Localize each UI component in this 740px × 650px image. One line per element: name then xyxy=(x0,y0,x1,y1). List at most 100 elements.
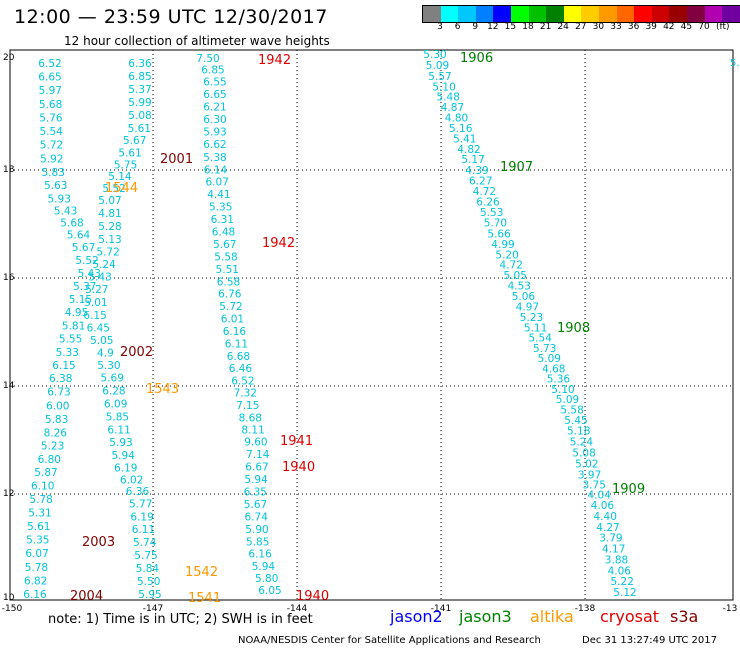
wave-height-value: 6.46 xyxy=(229,363,253,375)
wave-height-value: 5.52 xyxy=(102,183,125,195)
scale-label: 45 xyxy=(680,22,693,32)
wave-height-value: 6.36 xyxy=(126,486,150,498)
wave-height-value: 5.08 xyxy=(572,448,595,460)
scale-label: 6 xyxy=(454,22,461,32)
satellite-pass-label: 2004 xyxy=(70,589,103,604)
wave-height-value: 5.72 xyxy=(40,140,63,152)
wave-height-value: 6.82 xyxy=(24,575,47,587)
x-axis-tick-label: -147 xyxy=(143,604,163,614)
wave-height-value: 8.26 xyxy=(44,427,68,439)
wave-height-value: 5.64 xyxy=(67,229,91,241)
edge-value-clipped: 5. xyxy=(730,58,740,69)
wave-height-value: 6.14 xyxy=(204,164,228,176)
wave-height-value: 5.61 xyxy=(27,521,50,533)
wave-height-value: 5.41 xyxy=(453,133,476,145)
scale-swatch xyxy=(440,6,459,22)
wave-height-value: 6.65 xyxy=(203,89,226,101)
wave-height-value: 6.10 xyxy=(31,480,54,492)
wave-height-value: 5.43 xyxy=(78,268,101,280)
y-axis-tick-label: 18 xyxy=(3,165,15,175)
wave-height-value: 5.15 xyxy=(69,294,92,306)
scale-swatch xyxy=(651,6,670,22)
wave-height-value: 6.74 xyxy=(245,512,269,524)
wave-height-value: 5.54 xyxy=(529,333,553,345)
satellite-pass-label: 1906 xyxy=(460,51,493,66)
y-axis-tick-label: 14 xyxy=(3,381,15,391)
scale-swatch xyxy=(669,6,687,22)
wave-height-value: 6.07 xyxy=(206,177,229,189)
wave-height-value: 5.17 xyxy=(461,154,484,166)
legend-altika: altika xyxy=(530,607,574,626)
wave-height-value: 9.60 xyxy=(244,437,267,449)
wave-height-value: 5.67 xyxy=(123,135,146,147)
wave-height-value: 5.38 xyxy=(203,152,226,164)
wave-height-value: 5.20 xyxy=(495,249,518,261)
map-frame xyxy=(9,49,734,601)
wave-height-value: 6.00 xyxy=(46,400,69,412)
wave-height-value: 5.23 xyxy=(520,312,543,324)
wave-height-value: 5.87 xyxy=(34,467,57,479)
wave-height-value: 4.72 xyxy=(500,260,523,272)
wave-height-value: 7.32 xyxy=(234,388,257,400)
x-axis-tick-label: -138 xyxy=(575,604,596,614)
wave-height-value: 5.35 xyxy=(209,202,232,214)
wave-height-value: 5.37 xyxy=(128,84,151,96)
wave-height-value: 5.57 xyxy=(428,71,451,83)
satellite-pass-label: 1543 xyxy=(146,382,179,397)
wave-height-value: 6.67 xyxy=(245,462,268,474)
wave-height-value: 5.08 xyxy=(128,110,151,122)
scale-label: 36 xyxy=(627,22,640,32)
wave-height-value: 4.06 xyxy=(608,565,632,577)
wave-height-value: 5.18 xyxy=(567,426,590,438)
wave-height-value: 4.04 xyxy=(588,490,612,502)
wave-height-value: 6.11 xyxy=(132,524,155,536)
wave-height-value: 6.21 xyxy=(203,102,226,114)
x-axis-tick-label: -13 xyxy=(723,604,738,614)
wave-height-value: 6.11 xyxy=(107,424,130,436)
satellite-pass-label: 1942 xyxy=(258,53,291,68)
satellite-pass-label: 1541 xyxy=(188,591,221,606)
scale-swatch xyxy=(510,6,529,22)
wave-height-value: 5.99 xyxy=(128,97,151,109)
legend-cryosat: cryosat xyxy=(600,607,660,626)
wave-height-value: 6.31 xyxy=(211,214,234,226)
wave-height-value: 5.33 xyxy=(56,347,79,359)
satellite-pass-label: 1542 xyxy=(185,565,218,580)
wave-height-value: 3.79 xyxy=(599,533,622,545)
scale-swatch xyxy=(686,6,705,22)
wave-height-value: 6.80 xyxy=(38,454,61,466)
scale-label: 21 xyxy=(539,22,552,32)
wave-height-value: 5.14 xyxy=(108,171,132,183)
y-axis-tick-label: 16 xyxy=(3,273,15,283)
wave-height-value: 5.70 xyxy=(484,218,507,230)
wave-height-value: 5.66 xyxy=(487,228,511,240)
y-axis-tick-label: 10 xyxy=(3,593,15,603)
wave-height-value: 5.30 xyxy=(423,49,446,61)
x-axis-tick-label: -150 xyxy=(2,604,23,614)
wave-height-value: 5.90 xyxy=(245,524,268,536)
wave-height-value: 5.11 xyxy=(524,322,547,334)
wave-height-value: 8.68 xyxy=(239,412,262,424)
wave-height-value: 5.80 xyxy=(255,573,278,585)
legend-jason2: jason2 xyxy=(390,607,443,626)
wave-height-value: 5.77 xyxy=(129,498,152,510)
wave-height-value: 4.81 xyxy=(98,208,121,220)
wave-height-value: 5.28 xyxy=(98,221,121,233)
wave-height-value: 5.75 xyxy=(134,550,157,562)
wave-height-value: 4.82 xyxy=(457,144,480,156)
scale-label: 3 xyxy=(437,22,443,32)
wave-height-value: 4.40 xyxy=(594,511,617,523)
wave-height-value: 6.26 xyxy=(476,197,500,209)
wave-height-value: 6.09 xyxy=(104,399,127,411)
wave-height-value: 6.52 xyxy=(231,375,254,387)
wave-height-value: 5.95 xyxy=(138,589,161,601)
scale-label: 30 xyxy=(592,22,605,32)
scale-swatch xyxy=(616,6,635,22)
wave-height-value: 4.87 xyxy=(441,102,464,114)
wave-height-value: 6.05 xyxy=(258,585,281,597)
wave-height-value: 5.93 xyxy=(109,437,132,449)
wave-height-value: 5.85 xyxy=(106,411,129,423)
wave-height-value: 4.99 xyxy=(491,239,514,251)
wave-height-value: 6.76 xyxy=(218,289,242,301)
wave-height-value: 4.9 xyxy=(97,348,114,360)
